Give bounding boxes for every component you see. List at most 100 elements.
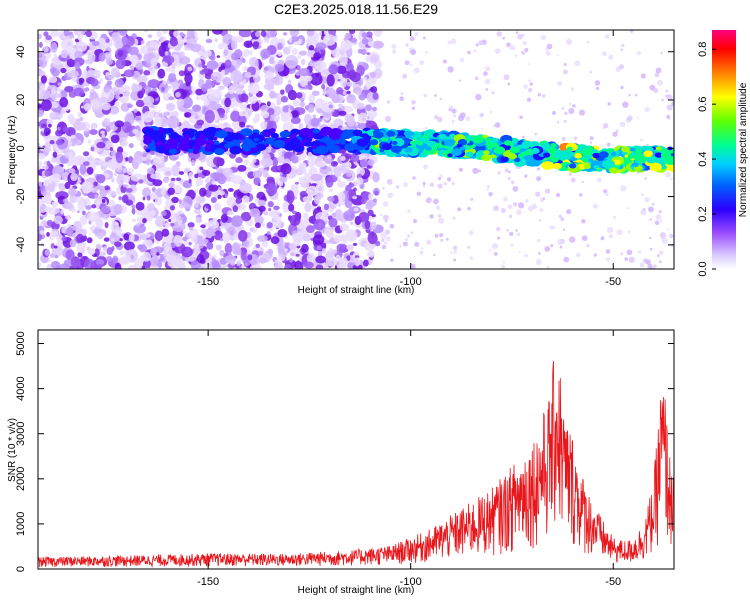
spectrogram-cell bbox=[91, 125, 97, 130]
spectrogram-cell bbox=[339, 155, 346, 161]
spectrogram-cell bbox=[469, 256, 474, 261]
spectrogram-cell bbox=[382, 187, 385, 190]
spectrogram-cell bbox=[103, 85, 110, 93]
spectrogram-cell bbox=[295, 92, 303, 99]
spectrogram-cell bbox=[451, 120, 455, 123]
spectrogram-cell bbox=[242, 66, 249, 72]
spectrogram-cell bbox=[328, 145, 341, 154]
spectrogram-cell bbox=[143, 95, 155, 106]
spectrogram-cell bbox=[274, 261, 283, 269]
spectrogram-cell bbox=[68, 168, 76, 174]
spectrogram-cell bbox=[425, 197, 432, 204]
spectrogram-cell bbox=[440, 238, 444, 242]
spectrogram-cell bbox=[671, 101, 674, 107]
spectrogram-cell bbox=[666, 228, 670, 231]
spectrogram-cell bbox=[70, 134, 76, 139]
spectrogram-cell bbox=[199, 166, 204, 171]
spectrogram-cell bbox=[387, 192, 394, 199]
spectrogram-cell bbox=[38, 262, 42, 268]
spectrogram-cell bbox=[90, 98, 101, 110]
spectrogram-cell bbox=[131, 208, 136, 215]
spectrogram-cell bbox=[78, 77, 85, 84]
spectrogram-cell bbox=[195, 195, 206, 204]
spectrogram-cell bbox=[277, 229, 288, 238]
spectrogram-cell bbox=[83, 161, 90, 166]
spectrogram-cell bbox=[205, 203, 211, 209]
spectrogram-cell bbox=[123, 69, 135, 78]
spectrogram-cell bbox=[340, 40, 349, 53]
spectrogram-cell bbox=[287, 79, 292, 85]
spectrogram-cell bbox=[215, 244, 222, 251]
spectrogram-cell bbox=[242, 138, 254, 146]
spectrogram-cell bbox=[518, 153, 525, 158]
spectrogram-cell bbox=[644, 197, 650, 203]
spectrogram-cell bbox=[379, 148, 385, 153]
spectrogram-cell bbox=[216, 55, 221, 58]
spectrogram-cell bbox=[654, 152, 663, 158]
spectrogram-cell bbox=[150, 57, 158, 66]
spectrogram-cell bbox=[50, 181, 56, 188]
spectrogram-cell bbox=[38, 204, 48, 213]
spectrogram-cell bbox=[97, 232, 104, 240]
spectrogram-cell bbox=[85, 204, 92, 210]
spectrogram-cell bbox=[537, 93, 542, 97]
spectrogram-cell bbox=[372, 40, 385, 49]
spectrogram-cell bbox=[452, 245, 458, 251]
spectrogram-cell bbox=[654, 72, 660, 78]
spectrogram-cell bbox=[238, 30, 252, 38]
spectrogram-cell bbox=[648, 236, 652, 240]
spectrogram-cell bbox=[425, 146, 432, 151]
spectrogram-cell bbox=[57, 182, 62, 188]
spectrogram-cell bbox=[289, 91, 293, 95]
y-tick-label: 2000 bbox=[15, 467, 27, 491]
spectrogram-cell bbox=[61, 37, 74, 51]
spectrogram-cell bbox=[204, 72, 213, 80]
spectrogram-cell bbox=[110, 134, 120, 144]
spectrogram-cell bbox=[344, 143, 356, 152]
spectrogram-cell bbox=[517, 33, 523, 40]
spectrogram-cell bbox=[165, 254, 177, 263]
spectrogram-cell bbox=[419, 250, 424, 255]
spectrogram-cell bbox=[423, 164, 429, 170]
spectrogram-cell bbox=[70, 258, 81, 268]
spectrogram-cell bbox=[541, 161, 554, 170]
spectrogram-cell bbox=[453, 250, 457, 254]
spectrogram-cell bbox=[252, 158, 257, 163]
spectrogram-cell bbox=[60, 49, 69, 59]
spectrogram-cell bbox=[202, 169, 211, 177]
spectrogram-cell bbox=[303, 261, 314, 269]
spectrogram-cell bbox=[120, 73, 126, 77]
spectrogram-cell bbox=[395, 185, 400, 189]
spectrogram-cell bbox=[87, 69, 95, 76]
spectrogram-cell bbox=[279, 130, 290, 138]
spectrogram-cell bbox=[551, 110, 557, 116]
spectrogram-cell bbox=[231, 36, 237, 42]
spectrogram-cell bbox=[338, 110, 347, 116]
spectrogram-cell bbox=[204, 109, 215, 124]
spectrogram-cell bbox=[136, 223, 141, 227]
spectrogram-cell bbox=[206, 241, 214, 250]
spectrogram-cell bbox=[504, 168, 509, 173]
spectrogram-cell bbox=[646, 143, 649, 146]
spectrogram-cell bbox=[330, 160, 338, 167]
spectrogram-cell bbox=[41, 196, 46, 203]
spectrogram-cell bbox=[181, 38, 187, 44]
spectrogram-cell bbox=[177, 35, 183, 45]
spectrogram-cell bbox=[201, 52, 208, 60]
x-tick-label: -100 bbox=[400, 276, 422, 288]
spectrogram-cell bbox=[654, 220, 660, 226]
spectrogram-cell bbox=[60, 90, 68, 100]
spectrogram-cells bbox=[38, 30, 674, 269]
spectrogram-cell bbox=[158, 113, 163, 118]
spectrogram-cell bbox=[344, 200, 353, 208]
spectrogram-cell bbox=[227, 210, 234, 216]
spectrogram-cell bbox=[110, 149, 117, 157]
spectrogram-cell bbox=[85, 58, 94, 65]
spectrogram-cell bbox=[166, 66, 172, 73]
spectrogram-cell bbox=[470, 197, 474, 201]
spectrogram-cell bbox=[128, 234, 135, 242]
spectrogram-cell bbox=[301, 58, 306, 66]
spectrogram-cell bbox=[409, 140, 416, 145]
spectrogram-cell bbox=[254, 222, 261, 229]
spectrogram-cell bbox=[69, 194, 77, 204]
